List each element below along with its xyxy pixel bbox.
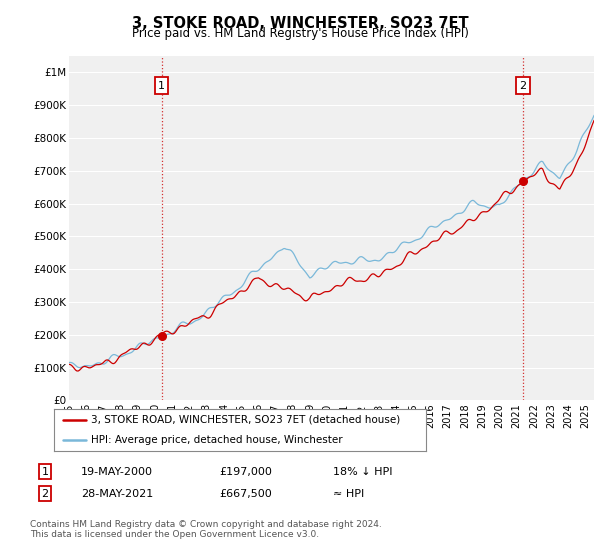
Text: 1: 1 [158, 81, 165, 91]
Text: 1: 1 [41, 466, 49, 477]
Text: 3, STOKE ROAD, WINCHESTER, SO23 7ET: 3, STOKE ROAD, WINCHESTER, SO23 7ET [131, 16, 469, 31]
Text: 19-MAY-2000: 19-MAY-2000 [81, 466, 153, 477]
Text: 3, STOKE ROAD, WINCHESTER, SO23 7ET (detached house): 3, STOKE ROAD, WINCHESTER, SO23 7ET (det… [91, 415, 400, 424]
Text: 28-MAY-2021: 28-MAY-2021 [81, 489, 153, 499]
Text: ≈ HPI: ≈ HPI [333, 489, 364, 499]
Text: £667,500: £667,500 [219, 489, 272, 499]
Text: £197,000: £197,000 [219, 466, 272, 477]
Text: 18% ↓ HPI: 18% ↓ HPI [333, 466, 392, 477]
Text: Price paid vs. HM Land Registry's House Price Index (HPI): Price paid vs. HM Land Registry's House … [131, 27, 469, 40]
Text: HPI: Average price, detached house, Winchester: HPI: Average price, detached house, Winc… [91, 435, 343, 445]
Text: 2: 2 [41, 489, 49, 499]
Text: Contains HM Land Registry data © Crown copyright and database right 2024.
This d: Contains HM Land Registry data © Crown c… [30, 520, 382, 539]
Text: 2: 2 [520, 81, 527, 91]
